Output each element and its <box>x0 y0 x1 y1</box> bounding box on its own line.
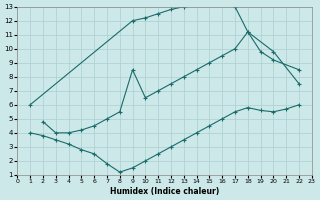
X-axis label: Humidex (Indice chaleur): Humidex (Indice chaleur) <box>110 187 219 196</box>
